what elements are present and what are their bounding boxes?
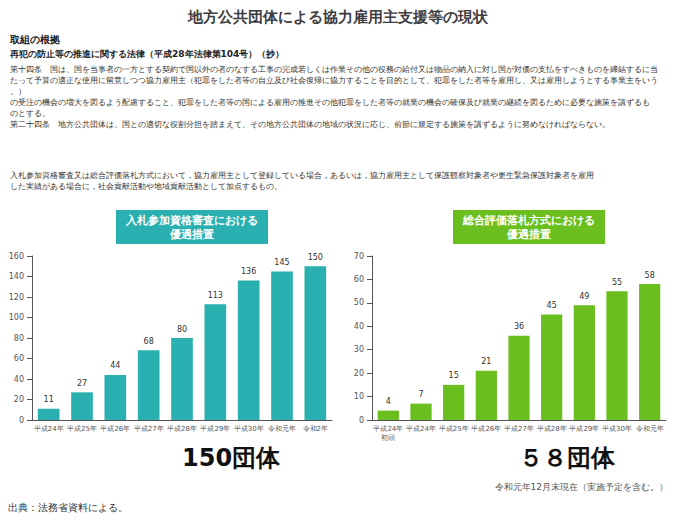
svg-text:40: 40 — [14, 375, 24, 384]
svg-text:令和元年12月末現在（実施予定を含む。）: 令和元年12月末現在（実施予定を含む。） — [495, 482, 668, 492]
svg-text:70: 70 — [354, 252, 364, 261]
svg-text:優遇措置: 優遇措置 — [506, 228, 551, 241]
svg-text:60: 60 — [14, 354, 24, 363]
svg-text:の受注の機会の増大を図るよう配慮すること、犯罪をした者等の国: の受注の機会の増大を図るよう配慮すること、犯罪をした者等の国による雇用の推進その… — [10, 98, 650, 107]
svg-text:11: 11 — [44, 395, 54, 404]
svg-text:入札参加資格審査における: 入札参加資格審査における — [125, 214, 258, 227]
svg-text:10: 10 — [354, 392, 364, 401]
svg-text:平成29年: 平成29年 — [569, 425, 599, 433]
svg-text:平成30年: 平成30年 — [234, 425, 264, 433]
svg-text:20: 20 — [354, 369, 364, 378]
svg-text:平成30年: 平成30年 — [602, 425, 632, 433]
svg-text:120: 120 — [9, 293, 24, 302]
svg-text:45: 45 — [547, 301, 557, 310]
svg-text:平成29年: 平成29年 — [200, 425, 230, 433]
svg-text:平成28年: 平成28年 — [537, 425, 567, 433]
svg-text:160: 160 — [9, 252, 24, 261]
svg-text:36: 36 — [514, 322, 524, 331]
svg-text:55: 55 — [612, 278, 622, 287]
svg-text:4: 4 — [386, 397, 391, 406]
svg-text:58: 58 — [645, 271, 655, 280]
svg-text:平成26年: 平成26年 — [471, 425, 501, 433]
svg-text:５８団体: ５８団体 — [519, 444, 616, 472]
svg-text:令和元年: 令和元年 — [636, 425, 664, 433]
svg-text:入札参加資格審査又は総合評価落札方式において，協力雇用主とし: 入札参加資格審査又は総合評価落札方式において，協力雇用主として登録している場合，… — [10, 171, 594, 180]
svg-text:再犯の防止等の推進に関する法律（平成28年法律第104号）（: 再犯の防止等の推進に関する法律（平成28年法律第104号）（抄） — [9, 49, 284, 59]
svg-text:15: 15 — [449, 371, 459, 380]
svg-text:たって予算の適正な使用に留意しつつ協力雇用主（犯罪をした者等: たって予算の適正な使用に留意しつつ協力雇用主（犯罪をした者等の自立及び社会復帰に… — [10, 76, 658, 85]
svg-text:50: 50 — [354, 298, 364, 307]
svg-text:。）: 。） — [10, 87, 26, 96]
svg-text:0: 0 — [359, 416, 364, 425]
svg-text:第十四条 国は、国を当事者の一方とする契約で国以外の者のなす: 第十四条 国は、国を当事者の一方とする契約で国以外の者のなする工事の完成若しくは… — [10, 65, 658, 74]
svg-text:した実績がある場合に，社会貢献活動や地域貢献活動として加点す: した実績がある場合に，社会貢献活動や地域貢献活動として加点するもの。 — [10, 182, 282, 191]
svg-text:150団体: 150団体 — [182, 444, 281, 472]
svg-text:140: 140 — [9, 272, 24, 281]
svg-text:平成24年: 平成24年 — [373, 425, 403, 433]
svg-text:100: 100 — [9, 313, 24, 322]
svg-text:平成26年: 平成26年 — [100, 425, 130, 433]
svg-text:30: 30 — [354, 345, 364, 354]
svg-text:27: 27 — [77, 379, 87, 388]
svg-text:平成24年: 平成24年 — [34, 425, 64, 433]
svg-text:20: 20 — [14, 395, 24, 404]
svg-text:初頭: 初頭 — [381, 434, 395, 442]
svg-text:113: 113 — [208, 291, 223, 300]
svg-text:優遇措置: 優遇措置 — [169, 228, 214, 241]
svg-text:平成28年: 平成28年 — [167, 425, 197, 433]
svg-text:80: 80 — [14, 334, 24, 343]
svg-text:7: 7 — [418, 390, 423, 399]
svg-text:令和2年: 令和2年 — [303, 425, 328, 433]
svg-text:令和元年: 令和元年 — [268, 425, 296, 433]
svg-text:平成24年: 平成24年 — [406, 425, 436, 433]
svg-text:平成25年: 平成25年 — [67, 425, 97, 433]
svg-text:地方公共団体による協力雇用主支援等の現状: 地方公共団体による協力雇用主支援等の現状 — [187, 8, 489, 26]
svg-text:第二十四条 地方公共団体は、国との適切な役割分担を踏まえて、: 第二十四条 地方公共団体は、国との適切な役割分担を踏まえて、その地方公共団体の地… — [10, 120, 610, 129]
svg-text:平成25年: 平成25年 — [439, 425, 469, 433]
svg-text:のとする。: のとする。 — [10, 109, 50, 118]
svg-text:0: 0 — [19, 416, 24, 425]
svg-text:60: 60 — [354, 275, 364, 284]
svg-text:49: 49 — [579, 292, 589, 301]
svg-text:出典：法務省資料による。: 出典：法務省資料による。 — [8, 502, 128, 513]
svg-text:平成27年: 平成27年 — [504, 425, 534, 433]
svg-text:44: 44 — [110, 361, 120, 370]
svg-text:総合評価落札方式における: 総合評価落札方式における — [462, 214, 595, 227]
svg-text:取組の根拠: 取組の根拠 — [9, 34, 60, 45]
svg-text:40: 40 — [354, 322, 364, 331]
svg-text:21: 21 — [481, 357, 491, 366]
svg-text:68: 68 — [144, 337, 154, 346]
svg-text:平成27年: 平成27年 — [134, 425, 164, 433]
svg-text:145: 145 — [274, 258, 289, 267]
svg-text:80: 80 — [177, 325, 187, 334]
svg-text:136: 136 — [241, 267, 256, 276]
svg-text:150: 150 — [308, 253, 323, 262]
